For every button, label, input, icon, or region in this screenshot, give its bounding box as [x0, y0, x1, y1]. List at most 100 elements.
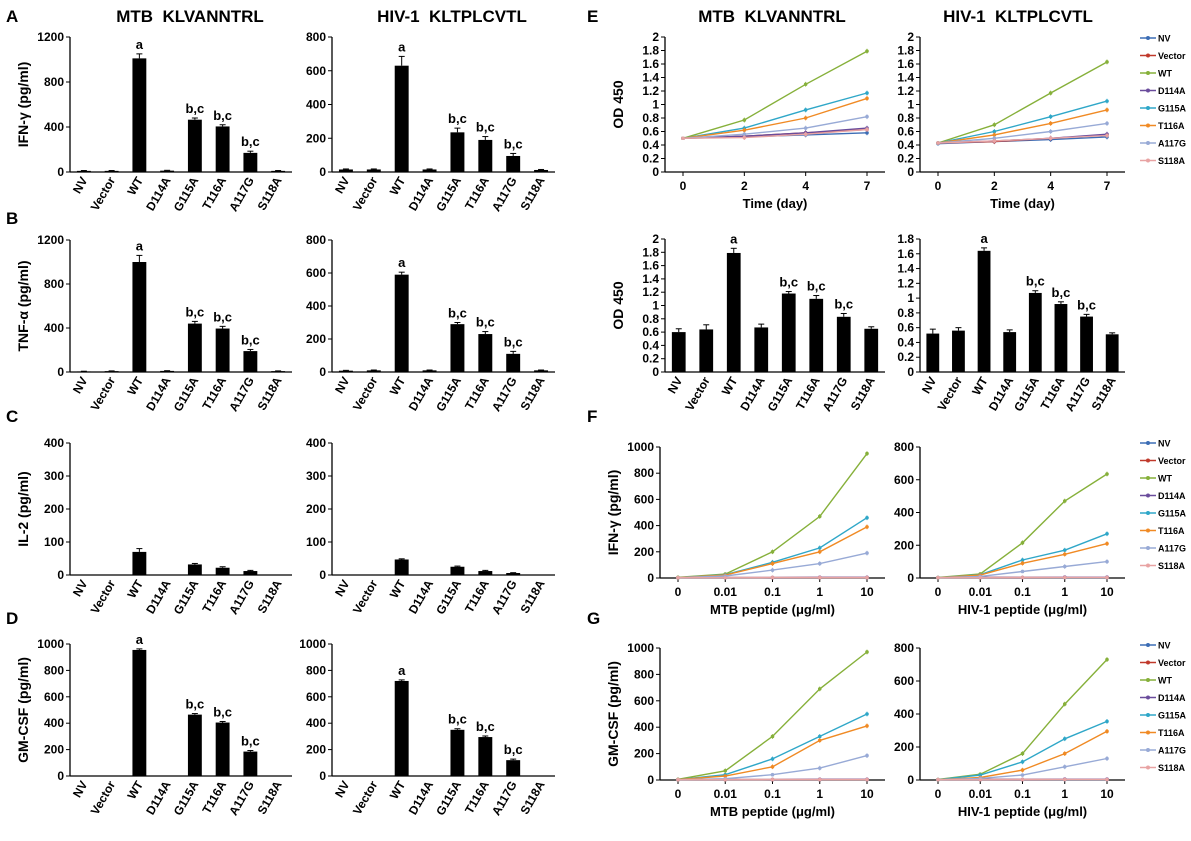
y-tick-label: 600 [44, 690, 64, 704]
bar-s118a [1105, 334, 1119, 372]
y-tick-label: 0 [319, 165, 326, 179]
bar-d114a [1003, 332, 1017, 372]
bar-t116a [809, 298, 824, 372]
x-tick-label: WT [719, 374, 741, 398]
significance-label: b,c [834, 296, 853, 311]
bar-t116a [215, 126, 230, 172]
significance-label: b,c [241, 134, 260, 149]
bar-g115a [450, 132, 465, 172]
y-tick-label: 0 [319, 769, 326, 783]
bar-a117g [1080, 316, 1093, 372]
y-tick-label: 1.2 [642, 84, 659, 98]
x-tick-label: Vector [935, 374, 966, 413]
y-tick-label: 1.4 [897, 71, 914, 85]
data-point-s118a [676, 575, 680, 580]
panel-letter-c: C [6, 407, 18, 426]
bar-d114a [160, 170, 175, 172]
series-line-g115a [677, 713, 868, 781]
data-point-s118a [978, 777, 983, 782]
legend-marker-t116a [1146, 123, 1150, 128]
x-tick-label: NV [70, 375, 90, 396]
bar-wt [132, 649, 147, 776]
legend-g: NV Vector WT D114A G115A T116A A117G S118A [1140, 641, 1187, 773]
data-point-s118a [936, 777, 940, 782]
chart-f1: 0 200 400 600 800 1000 IFN-γ (pg/ml) 0 0.01 0.1 1 1… [605, 440, 885, 617]
legend-label-g115a: G115A [1158, 104, 1187, 114]
y-tick-label: 1.8 [642, 44, 659, 58]
y-axis-title: OD 450 [610, 80, 626, 128]
x-tick-label: 1 [1061, 787, 1068, 801]
legend-marker-wt [1146, 71, 1150, 75]
series-line-a117g [937, 122, 1108, 144]
x-tick-label: NV [70, 779, 90, 800]
x-tick-label: 0 [675, 787, 682, 801]
x-tick-label: NV [665, 375, 685, 396]
significance-label: b,c [213, 309, 232, 324]
y-tick-label: 0.6 [642, 125, 659, 139]
significance-label: b,c [241, 734, 260, 749]
x-tick-label: D114A [143, 174, 174, 213]
x-tick-label: 1 [1061, 585, 1068, 599]
x-tick-label: 7 [864, 179, 871, 193]
x-tick-label: A117G [226, 175, 257, 214]
y-tick-label: 800 [44, 277, 64, 291]
legend-label-s118a: S118A [1158, 156, 1186, 166]
x-tick-label: Vector [350, 174, 381, 213]
x-tick-label: T116A [462, 174, 492, 212]
y-tick-label: 1000 [627, 641, 654, 655]
bar-vector [952, 330, 965, 372]
y-tick-label: 1.8 [642, 245, 659, 259]
bar-nv [76, 170, 91, 172]
bar-nv [926, 333, 940, 372]
x-tick-label: A117G [1062, 375, 1093, 414]
y-tick-label: 0 [647, 773, 654, 787]
y-axis-title: IL-2 (pg/ml) [15, 471, 31, 546]
x-tick-label: S118A [255, 778, 285, 816]
x-tick-label: S118A [1089, 374, 1119, 412]
y-tick-label: 0.8 [897, 306, 914, 320]
bar-g115a [450, 729, 465, 776]
x-tick-label: NV [332, 175, 352, 196]
x-tick-label: A117G [820, 375, 851, 414]
bar-g115a [781, 293, 796, 372]
series-line-g115a [937, 100, 1108, 144]
x-tick-label: 2 [991, 179, 998, 193]
x-tick-label: WT [387, 174, 409, 198]
legend-label-a117g: A117G [1158, 746, 1186, 756]
x-tick-label: WT [387, 577, 409, 601]
x-tick-label: 7 [1104, 179, 1111, 193]
data-point-s118a [1020, 777, 1025, 782]
y-tick-label: 200 [634, 747, 654, 761]
x-tick-label: Vector [88, 577, 119, 616]
x-tick-label: NV [70, 175, 90, 196]
x-tick-label: Vector [88, 778, 119, 817]
x-tick-label: G115A [765, 374, 796, 414]
legend-marker-d114a [1146, 493, 1150, 498]
bar-vector [366, 169, 381, 172]
bar-wt [132, 262, 147, 372]
significance-label: b,c [476, 719, 495, 734]
y-tick-label: 200 [306, 502, 326, 516]
x-tick-label: WT [387, 374, 409, 398]
significance-label: b,c [476, 120, 495, 135]
y-axis-title: GM-CSF (pg/ml) [15, 657, 31, 763]
legend-marker-nv [1146, 36, 1150, 40]
legend-marker-vector [1146, 458, 1150, 463]
x-tick-label: S118A [255, 374, 285, 412]
x-tick-label: G115A [171, 174, 202, 214]
y-tick-label: 200 [44, 502, 64, 516]
y-tick-label: 0.6 [897, 125, 914, 139]
y-tick-label: 2 [652, 30, 659, 44]
x-tick-label: T116A [199, 577, 229, 615]
x-tick-label: 0.01 [969, 585, 993, 599]
column-titles: MTB KLVANNTRL HIV-1 KLTPLCVTL MTB KLVANN… [116, 7, 1093, 26]
bar-wt [132, 551, 147, 575]
legend-label-vector: Vector [1158, 658, 1186, 668]
y-tick-label: 400 [306, 98, 326, 112]
x-tick-label: D114A [143, 778, 174, 817]
bar-s118a [534, 370, 549, 372]
legend-label-vector: Vector [1158, 456, 1186, 466]
bar-t116a [215, 722, 230, 776]
